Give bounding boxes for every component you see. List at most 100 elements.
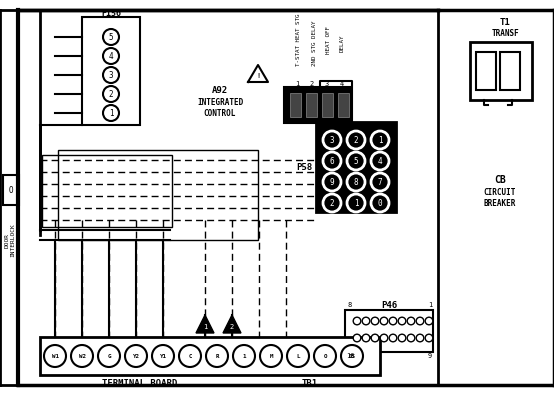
Circle shape <box>103 105 119 121</box>
Text: P58: P58 <box>296 162 312 171</box>
Text: 9: 9 <box>330 177 334 186</box>
Circle shape <box>323 173 341 191</box>
Circle shape <box>341 345 363 367</box>
Text: W1: W1 <box>52 354 59 359</box>
Bar <box>290 93 301 117</box>
Circle shape <box>260 345 282 367</box>
Bar <box>284 87 352 123</box>
Text: 1: 1 <box>242 354 246 359</box>
Circle shape <box>103 48 119 64</box>
Circle shape <box>398 317 406 325</box>
Text: TERMINAL BOARD: TERMINAL BOARD <box>102 378 178 387</box>
Polygon shape <box>196 315 214 333</box>
Circle shape <box>71 345 93 367</box>
Circle shape <box>233 345 255 367</box>
Circle shape <box>425 334 433 342</box>
Text: 2: 2 <box>230 324 234 330</box>
Circle shape <box>371 173 389 191</box>
Circle shape <box>323 194 341 212</box>
Text: 3: 3 <box>325 81 329 87</box>
Circle shape <box>44 345 66 367</box>
Bar <box>470 42 532 100</box>
Circle shape <box>380 317 388 325</box>
Circle shape <box>103 67 119 83</box>
Text: 1: 1 <box>109 109 114 117</box>
Text: 1: 1 <box>203 324 207 330</box>
Text: 2: 2 <box>310 81 314 87</box>
Text: 5: 5 <box>353 156 358 166</box>
Text: 2: 2 <box>109 90 114 98</box>
Bar <box>58 150 258 240</box>
Text: 4: 4 <box>378 156 382 166</box>
Circle shape <box>371 334 379 342</box>
Text: CIRCUIT: CIRCUIT <box>484 188 516 196</box>
Circle shape <box>98 345 120 367</box>
Text: P46: P46 <box>381 301 397 310</box>
Bar <box>338 93 349 117</box>
Circle shape <box>407 334 415 342</box>
Text: 16: 16 <box>346 353 354 359</box>
Text: TRANSF: TRANSF <box>491 28 519 38</box>
Circle shape <box>425 317 433 325</box>
Text: 1: 1 <box>378 135 382 145</box>
Text: 8: 8 <box>353 177 358 186</box>
Text: CB: CB <box>494 175 506 185</box>
Text: 6: 6 <box>330 156 334 166</box>
Text: HEAT OFF: HEAT OFF <box>326 26 331 54</box>
Circle shape <box>323 131 341 149</box>
Text: DOOR
INTERLOCK: DOOR INTERLOCK <box>4 223 16 257</box>
Circle shape <box>362 317 370 325</box>
Bar <box>476 52 496 90</box>
Circle shape <box>371 152 389 170</box>
Text: 2: 2 <box>330 199 334 207</box>
Text: 1: 1 <box>428 302 432 308</box>
Text: R: R <box>216 354 219 359</box>
Text: T-STAT HEAT STG: T-STAT HEAT STG <box>295 14 300 66</box>
Text: O: O <box>323 354 327 359</box>
Text: DELAY: DELAY <box>340 34 345 52</box>
Text: CONTROL: CONTROL <box>204 109 236 117</box>
Circle shape <box>347 152 365 170</box>
Bar <box>40 337 380 375</box>
Bar <box>500 52 520 90</box>
Text: 3: 3 <box>109 70 114 79</box>
Text: 2: 2 <box>353 135 358 145</box>
Text: 1: 1 <box>353 199 358 207</box>
Text: 7: 7 <box>378 177 382 186</box>
Polygon shape <box>223 315 241 333</box>
Circle shape <box>347 131 365 149</box>
Circle shape <box>416 334 424 342</box>
Bar <box>322 93 333 117</box>
Bar <box>306 93 317 117</box>
Bar <box>82 17 140 125</box>
Circle shape <box>353 334 361 342</box>
Circle shape <box>179 345 201 367</box>
Circle shape <box>125 345 147 367</box>
Text: 5: 5 <box>109 32 114 41</box>
Circle shape <box>103 29 119 45</box>
Text: A92: A92 <box>212 85 228 94</box>
Circle shape <box>407 317 415 325</box>
Text: C: C <box>188 354 192 359</box>
Text: 3: 3 <box>330 135 334 145</box>
Text: INTEGRATED: INTEGRATED <box>197 98 243 107</box>
Circle shape <box>416 317 424 325</box>
Bar <box>345 310 433 352</box>
Circle shape <box>314 345 336 367</box>
Text: 4: 4 <box>340 81 344 87</box>
Text: !: ! <box>256 73 260 79</box>
Text: W2: W2 <box>79 354 85 359</box>
Bar <box>42 155 172 227</box>
Bar <box>316 122 396 212</box>
Text: G: G <box>107 354 111 359</box>
Text: 0: 0 <box>378 199 382 207</box>
Circle shape <box>152 345 174 367</box>
Text: T1: T1 <box>500 17 510 26</box>
Circle shape <box>389 334 397 342</box>
Text: 1: 1 <box>295 81 299 87</box>
Circle shape <box>380 334 388 342</box>
Text: Y1: Y1 <box>160 354 167 359</box>
Text: 8: 8 <box>348 302 352 308</box>
Text: 4: 4 <box>109 51 114 60</box>
Circle shape <box>371 317 379 325</box>
